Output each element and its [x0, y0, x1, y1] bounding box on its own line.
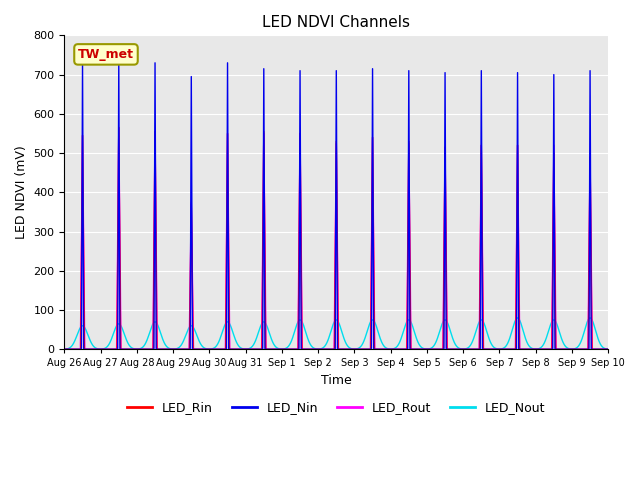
LED_Nin: [412, 347, 419, 352]
LED_Nin: [172, 347, 179, 352]
LED_Rin: [177, 347, 184, 352]
LED_Rout: [488, 347, 496, 352]
Text: TW_met: TW_met: [78, 48, 134, 61]
LED_Nout: [412, 332, 419, 337]
LED_Rin: [61, 347, 68, 352]
LED_Rin: [488, 347, 496, 352]
LED_Nin: [177, 347, 184, 352]
LED_Rin: [115, 125, 123, 131]
LED_Nin: [602, 347, 610, 352]
Line: LED_Nin: LED_Nin: [65, 63, 608, 349]
LED_Rin: [412, 347, 419, 352]
LED_Rout: [115, 125, 123, 131]
LED_Nin: [264, 347, 272, 352]
LED_Nout: [61, 347, 68, 352]
LED_Rin: [264, 347, 272, 352]
LED_Nout: [602, 346, 610, 352]
Line: LED_Rout: LED_Rout: [65, 128, 608, 349]
LED_Nout: [177, 343, 184, 348]
LED_Rout: [264, 347, 272, 352]
LED_Nin: [61, 347, 68, 352]
LED_Rout: [412, 347, 419, 352]
LED_Nin: [79, 60, 86, 66]
LED_Nout: [604, 346, 612, 352]
Line: LED_Nout: LED_Nout: [65, 318, 608, 349]
LED_Rin: [602, 347, 610, 352]
LED_Rout: [602, 347, 610, 352]
LED_Nout: [488, 343, 496, 348]
LED_Rout: [61, 347, 68, 352]
Title: LED NDVI Channels: LED NDVI Channels: [262, 15, 410, 30]
Legend: LED_Rin, LED_Nin, LED_Rout, LED_Nout: LED_Rin, LED_Nin, LED_Rout, LED_Nout: [122, 396, 550, 420]
LED_Rin: [172, 347, 179, 352]
LED_Nout: [171, 346, 179, 352]
LED_Nout: [264, 326, 272, 332]
LED_Rin: [604, 347, 612, 352]
LED_Nin: [604, 347, 612, 352]
X-axis label: Time: Time: [321, 374, 351, 387]
LED_Rout: [604, 347, 612, 352]
Line: LED_Rin: LED_Rin: [65, 128, 608, 349]
LED_Rout: [177, 347, 184, 352]
Y-axis label: LED NDVI (mV): LED NDVI (mV): [15, 145, 28, 239]
LED_Nin: [488, 347, 496, 352]
LED_Nout: [514, 315, 522, 321]
LED_Rout: [172, 347, 179, 352]
